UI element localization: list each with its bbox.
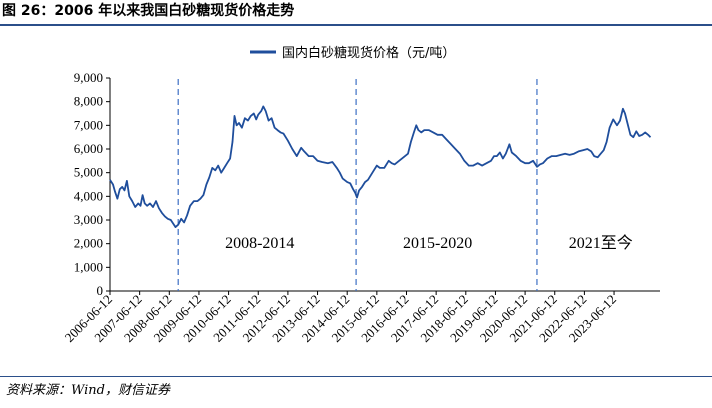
y-tick-label: 3,000 [74, 212, 103, 227]
y-axis: 0 1,000 2,000 3,000 4,000 5,000 6,000 7,000 8,00… [74, 70, 111, 298]
source-note: 资料来源：Wind，财信证券 [6, 383, 170, 398]
price-chart: 国内白砂糖现货价格（元/吨） 0 1,000 2,000 3,000 4,000 5,00… [62, 45, 660, 345]
figure-title: 图 26：2006 年以来我国白砂糖现货价格走势 [2, 3, 295, 19]
source-rule [0, 376, 712, 377]
legend-label: 国内白砂糖现货价格（元/吨） [282, 45, 455, 61]
y-tick-label: 4,000 [74, 188, 103, 203]
y-tick-label: 6,000 [74, 141, 103, 156]
period-label: 2015-2020 [403, 235, 472, 252]
y-tick-label: 9,000 [74, 70, 103, 85]
period-label: 2008-2014 [225, 235, 294, 252]
series-line [109, 105, 652, 229]
series-group [109, 105, 652, 229]
period-dividers: 2008-2014 2015-2020 2021至今 [177, 79, 633, 291]
y-tick-label: 8,000 [74, 94, 103, 109]
y-tick-label: 0 [97, 283, 104, 298]
legend: 国内白砂糖现货价格（元/吨） [250, 45, 455, 61]
y-tick-label: 2,000 [74, 236, 103, 251]
x-axis: 2006-06-122007-06-122008-06-122009-06-12… [62, 290, 660, 345]
y-tick-label: 5,000 [74, 165, 103, 180]
y-tick-label: 1,000 [74, 259, 103, 274]
period-label: 2021至今 [569, 234, 633, 252]
title-rule [0, 24, 712, 26]
y-tick-label: 7,000 [74, 117, 103, 132]
